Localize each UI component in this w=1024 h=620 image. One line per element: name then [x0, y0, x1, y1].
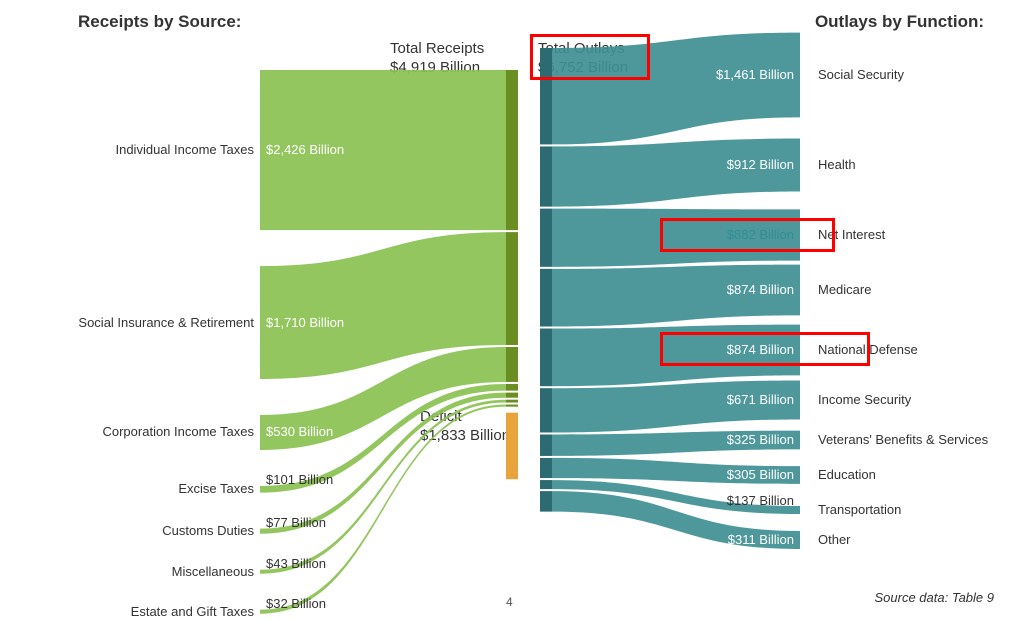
- outlay-label: Social Security: [818, 67, 904, 82]
- receipt-value: $77 Billion: [266, 515, 326, 530]
- outlay-value: $305 Billion: [727, 467, 794, 482]
- outlay-value: $671 Billion: [727, 392, 794, 407]
- highlight-box: [660, 218, 835, 252]
- outlay-value: $912 Billion: [727, 157, 794, 172]
- sankey-chart: [0, 0, 1024, 620]
- receipt-label: Miscellaneous: [172, 564, 254, 579]
- receipt-value: $530 Billion: [266, 424, 333, 439]
- source-note: Source data: Table 9: [875, 590, 995, 605]
- outlay-label: Transportation: [818, 502, 901, 517]
- receipt-label: Social Insurance & Retirement: [78, 315, 254, 330]
- receipt-value: $32 Billion: [266, 596, 326, 611]
- receipt-value: $43 Billion: [266, 556, 326, 571]
- outlay-label: Veterans' Benefits & Services: [818, 432, 988, 447]
- receipt-label: Customs Duties: [162, 523, 254, 538]
- receipt-label: Estate and Gift Taxes: [131, 604, 254, 619]
- outlay-label: Medicare: [818, 282, 871, 297]
- receipt-value: $1,710 Billion: [266, 315, 344, 330]
- outlay-label: Health: [818, 157, 856, 172]
- highlight-box: [660, 332, 870, 366]
- receipt-value: $2,426 Billion: [266, 142, 344, 157]
- outlay-value: $874 Billion: [727, 282, 794, 297]
- outlay-label: Education: [818, 467, 876, 482]
- outlay-value: $1,461 Billion: [716, 67, 794, 82]
- receipt-value: $101 Billion: [266, 472, 333, 487]
- receipt-label: Corporation Income Taxes: [102, 424, 254, 439]
- outlay-value: $311 Billion: [728, 532, 794, 547]
- outlay-label: Other: [818, 532, 851, 547]
- outlay-value: $325 Billion: [727, 432, 794, 447]
- outlay-value: $137 Billion: [727, 493, 794, 508]
- receipt-label: Individual Income Taxes: [115, 142, 254, 157]
- outlay-label: Income Security: [818, 392, 911, 407]
- receipt-label: Excise Taxes: [178, 481, 254, 496]
- highlight-box: [530, 34, 650, 80]
- page-number: 4: [506, 595, 513, 609]
